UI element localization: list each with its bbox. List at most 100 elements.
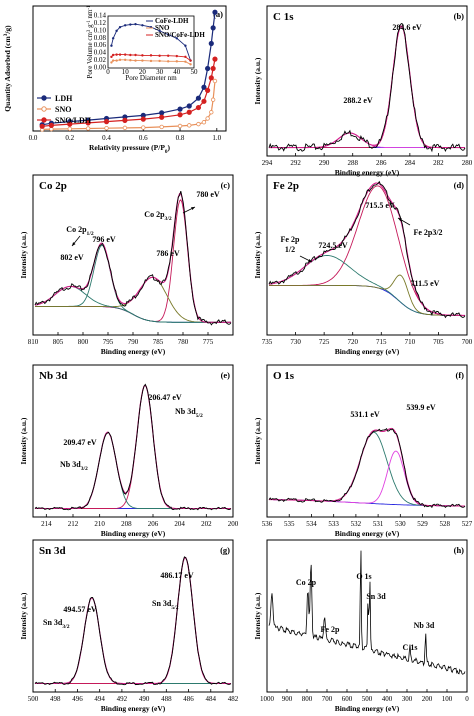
inset-data-point [134,59,137,62]
inset-data-point [158,54,161,57]
x-tick-label: 284 [405,159,416,167]
peak-label: 711.5 eV [411,279,440,288]
peak-label: 531.1 eV [350,410,380,419]
peak-label: 786 eV [156,249,180,258]
inset-data-point [115,53,118,56]
inset-data-point [129,23,132,26]
data-point [210,65,216,72]
inset-y-tick-label: 0.08 [94,34,107,42]
data-point [201,98,207,104]
data-point [201,120,207,125]
peak-group-label: 1/2 [285,245,295,254]
peak-label: 780 eV [196,190,220,199]
inset-data-point [134,22,137,26]
data-point [140,116,146,122]
peak-label: Co 2p [296,578,317,587]
series-sno [42,80,216,130]
peak-fit-3 [34,285,231,323]
x-tick-label: 725 [319,338,330,346]
peak-group-label-part: 3/2 [165,216,172,222]
data-point [104,125,109,131]
inset-data-point [110,61,113,64]
x-tick-label: 484 [206,695,217,703]
data-point [201,84,207,90]
inset-data-point [141,54,144,57]
peak-fit-1 [269,450,465,507]
inset-data-point [189,63,192,66]
peak-group-label: Sn 3d3/2 [43,618,70,630]
inset-data-point [124,53,127,56]
panel-title-c: Co 2p [39,180,67,192]
x-tick-label: 705 [433,338,444,346]
data-point [208,75,214,81]
panel-title-g: Sn 3d [39,545,66,557]
x-axis-label: Binding energy (eV) [335,168,400,177]
x-tick-label: 100 [442,695,453,703]
x-tick-label: 530 [395,520,406,528]
data-point [85,126,91,131]
panel-label-e: (e) [221,370,231,380]
x-tick-label: 206 [148,520,159,528]
data-point [205,65,211,72]
x-tick-label: 400 [382,695,393,703]
x-tick-label: 288 [347,159,358,167]
x-tick-label: 1000 [260,695,275,703]
data-point [212,9,218,15]
x-axis-label: Binding energy (eV) [335,529,400,538]
inset-legend-label: SNO [155,24,170,32]
peak-group-label-part: Nb 3d [60,460,81,469]
plot-frame [32,364,234,518]
panel-label-g: (g) [220,545,230,555]
inset-data-point [111,59,115,62]
peak-label: 486.17 eV [160,571,194,580]
x-tick-label: 210 [94,520,105,528]
inset-data-point [175,37,178,40]
x-tick-label: 500 [362,695,373,703]
plot-frame [32,539,234,693]
x-tick-label: 900 [282,695,293,703]
data-point [159,110,165,116]
x-tick-label: 735 [262,338,273,346]
inset-data-point [184,60,187,63]
panel-a: 0.0 0.2 0.4 0.6 0.8 1.0 Relativity pressure (P… [3,5,227,155]
survey-spectrum [268,550,466,675]
panel-label-c: (c) [221,180,231,190]
inset-data-point [158,29,161,33]
inset-data-point [111,37,115,40]
data-point [67,121,73,127]
peak-label: Sn 3d [366,592,386,601]
y-axis-label-part: Quantity Adsorbed (cm [3,36,12,112]
inset-data-point [175,54,178,58]
inset-y-axis-label: Pore Volume cm3 g-1 nm-1 [86,5,94,79]
inset-y-tick-label: 0.12 [94,19,107,27]
inset-data-point [115,29,118,33]
peak-group-label: Co 2p3/2 [144,210,172,222]
x-tick-label: 204 [174,520,185,528]
inset-y-tick-label: 0.10 [94,26,107,34]
x-tick-label: 496 [72,695,83,703]
peak-label: O 1s [356,572,371,581]
x-tick-label: 294 [262,159,273,167]
panel-f: 536 535 534 533 532 531 530 529 528 527 O 1s (f) Bin… [253,364,473,538]
data-point [177,112,183,118]
x-tick-label: 200 [228,520,239,528]
x-tick-label: 790 [128,338,139,346]
peak-group-label: Nb 3d3/2 [60,460,88,472]
data-point [187,123,192,128]
x-tick-label: 730 [290,338,301,346]
x-tick-label: 292 [290,159,301,167]
raw-spectrum [34,556,232,686]
inset-y-axis-label-part: g [86,24,94,30]
y-axis-label: Intensity (a.u.) [253,57,262,104]
inset-x-tick-label: 10 [122,68,130,76]
peak-label: C 1s [403,643,418,652]
x-tick-label: 528 [440,520,451,528]
inset-data-point [184,55,187,59]
peak-label: 715.5 eV [365,201,395,210]
inset-data-point [167,33,170,36]
inset-y-tick-label: 0.06 [94,41,107,49]
x-tick-label: 532 [351,520,362,528]
x-tick-label: 488 [161,695,172,703]
x-tick-label: 0.2 [65,134,74,142]
x-axis-label-part: ) [168,143,171,152]
